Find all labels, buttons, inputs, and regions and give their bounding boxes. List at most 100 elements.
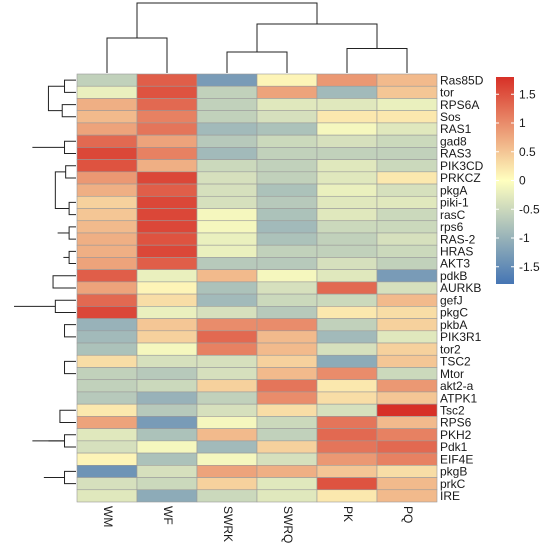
- heatmap-cell-pkbA-WM: [76, 318, 138, 332]
- row-label: HRAS: [440, 245, 473, 259]
- heatmap-cell-Mtor-WM: [76, 367, 138, 381]
- heatmap-cell-prkC-PK: [316, 477, 378, 491]
- heatmap-cell-AURKB-SWRQ: [256, 281, 318, 295]
- heatmap-cell-IRE-SWRK: [196, 489, 258, 503]
- heatmap-cell-tor2-SWRQ: [256, 342, 318, 356]
- heatmap-cell-pkgA-PK: [316, 183, 378, 197]
- heatmap-cell-RAS1-PQ: [376, 122, 438, 136]
- heatmap-cell-Sos-WM: [76, 110, 138, 124]
- heatmap-cell-TSC2-WF: [136, 354, 198, 368]
- column-label: SWRK: [221, 506, 235, 542]
- heatmap-cell-Pdk1-SWRQ: [256, 440, 318, 454]
- heatmap-cell-PKH2-PQ: [376, 428, 438, 442]
- heatmap-cell-Sos-WF: [136, 110, 198, 124]
- heatmap-cell-pdkB-PQ: [376, 269, 438, 283]
- row-label: akt2-a: [440, 379, 474, 393]
- column-labels: WM WF SWRK SWRQ PK PQ: [101, 506, 415, 543]
- heatmap-cell-RAS-2-PQ: [376, 232, 438, 246]
- heatmap-cell-PRKCZ-PQ: [376, 171, 438, 185]
- dendrogram-branch: [68, 226, 76, 240]
- heatmap-cell-RAS1-SWRQ: [256, 122, 318, 136]
- dendrogram-branch: [68, 250, 76, 265]
- heatmap-cell-RPS6-SWRK: [196, 416, 258, 429]
- row-label: pkgC: [440, 306, 468, 320]
- heatmap-cell-gefJ-PQ: [376, 293, 438, 307]
- heatmap-cell-Tsc2-SWRQ: [256, 403, 318, 417]
- dendrogram-branch: [136, 2, 318, 38]
- heatmap-cell-tor-PK: [316, 85, 378, 99]
- heatmap-cell-Sos-SWRQ: [256, 110, 318, 124]
- row-dendrogram: [14, 80, 76, 485]
- heatmap-cell-RAS3-SWRK: [196, 147, 258, 160]
- column-label: SWRQ: [281, 506, 295, 543]
- heatmap-cell-IRE-PK: [316, 489, 378, 503]
- heatmap-cell-AURKB-SWRK: [196, 281, 258, 295]
- heatmap-cell-ATPK1-WM: [76, 391, 138, 405]
- dendrogram-branch: [54, 171, 70, 210]
- heatmap-cell-gefJ-SWRK: [196, 293, 258, 307]
- heatmap-cell-PKH2-SWRQ: [256, 428, 318, 442]
- heatmap-cell-rasC-SWRK: [196, 208, 258, 222]
- heatmap-cell-ATPK1-PK: [316, 391, 378, 405]
- heatmap-cell-PIK3CD-PQ: [376, 159, 438, 173]
- heatmap-cell-RAS-2-PK: [316, 232, 378, 246]
- row-label: PKH2: [440, 428, 472, 442]
- heatmap-cell-rps6-SWRQ: [256, 220, 318, 234]
- row-label: gad8: [440, 134, 467, 148]
- heatmap-cell-pkgA-SWRQ: [256, 183, 318, 197]
- heatmap-cell-Mtor-SWRQ: [256, 367, 318, 381]
- heatmap-cell-akt2-a-WM: [76, 379, 138, 393]
- heatmap-cell-RAS1-SWRK: [196, 122, 258, 136]
- legend-ticks: 1.5 1 0.5 0 -0.5 -1 -1.5: [496, 87, 540, 274]
- heatmap-cell-rps6-WF: [136, 220, 198, 234]
- heatmap-cell-RAS1-WF: [136, 122, 198, 136]
- heatmap-cell-RPS6A-SWRK: [196, 98, 258, 111]
- heatmap-cell-pkgC-SWRK: [196, 306, 258, 319]
- heatmap-cell-prkC-SWRK: [196, 477, 258, 491]
- heatmap-cell-EIF4E-PQ: [376, 452, 438, 466]
- heatmap-cell-RPS6A-PK: [316, 98, 378, 111]
- legend-tick-label: 0.5: [519, 145, 536, 159]
- heatmap-cell-rasC-WM: [76, 208, 138, 222]
- heatmap-cell-gefJ-SWRQ: [256, 293, 318, 307]
- heatmap-cell-rasC-PK: [316, 208, 378, 222]
- heatmap-cell-tor2-WF: [136, 342, 198, 356]
- legend-tick-label: -1: [519, 231, 530, 245]
- heatmap-cell-pkgA-WF: [136, 183, 198, 197]
- row-label: PRKCZ: [440, 171, 481, 185]
- heatmap-cell-gad8-WM: [76, 134, 138, 148]
- heatmap-cell-RPS6A-WF: [136, 98, 198, 111]
- heatmap-cell-rps6-SWRK: [196, 220, 258, 234]
- heatmap-cell-Ras85D-SWRQ: [256, 73, 318, 87]
- heatmap-cell-pkgC-SWRQ: [256, 306, 318, 319]
- heatmap-cell-pkgA-PQ: [376, 183, 438, 197]
- heatmap-cell-RAS1-PK: [316, 122, 378, 136]
- heatmap-cell-Ras85D-WM: [76, 73, 138, 87]
- row-label: ATPK1: [440, 391, 477, 405]
- heatmap-cell-gad8-SWRK: [196, 134, 258, 148]
- dendrogram-branch: [68, 201, 76, 216]
- heatmap-cell-pkgA-SWRK: [196, 183, 258, 197]
- row-label: PIK3R1: [440, 330, 482, 344]
- heatmap-cell-AURKB-WM: [76, 281, 138, 295]
- heatmap-cell-TSC2-SWRK: [196, 354, 258, 368]
- heatmap-cell-PIK3R1-SWRQ: [256, 330, 318, 344]
- heatmap-cell-RAS1-WM: [76, 122, 138, 136]
- row-label: RPS6A: [440, 98, 479, 112]
- heatmap-cell-PIK3CD-PK: [316, 159, 378, 173]
- heatmap-cell-ATPK1-SWRK: [196, 391, 258, 405]
- row-label: RAS1: [440, 122, 472, 136]
- heatmap-cell-PKH2-SWRK: [196, 428, 258, 442]
- column-label: WF: [161, 506, 175, 525]
- heatmap-cell-gad8-PQ: [376, 134, 438, 148]
- heatmap-cell-RAS3-PK: [316, 147, 378, 160]
- heatmap-cell-HRAS-SWRK: [196, 244, 258, 258]
- dendrogram-branch: [64, 470, 76, 485]
- heatmap-cell-rasC-WF: [136, 208, 198, 222]
- heatmap-cell-piki-1-SWRK: [196, 195, 258, 209]
- heatmap-cell-RAS-2-SWRK: [196, 232, 258, 246]
- heatmap-cell-EIF4E-PK: [316, 452, 378, 466]
- heatmap-cell-prkC-PQ: [376, 477, 438, 491]
- heatmap-cell-pkgC-PQ: [376, 306, 438, 319]
- heatmap-cell-pdkB-SWRQ: [256, 269, 318, 283]
